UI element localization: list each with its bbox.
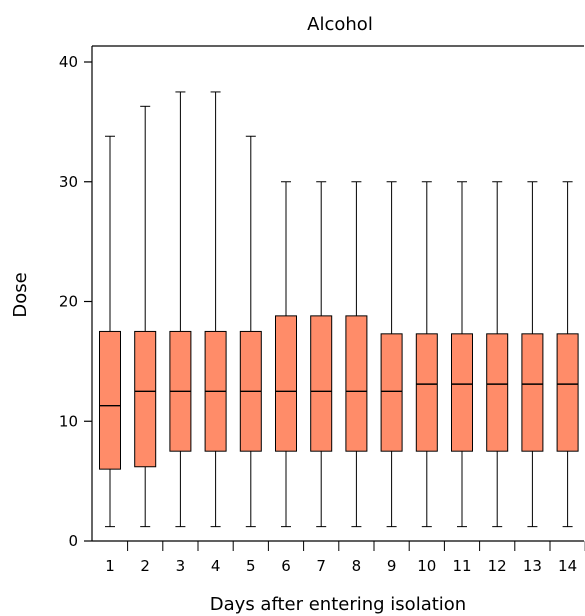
x-tick-label-2: 2 <box>140 557 150 575</box>
y-tick-label-20: 20 <box>59 293 78 311</box>
box-7 <box>310 315 333 452</box>
x-tick-label-8: 8 <box>352 557 362 575</box>
y-axis-label: Dose <box>10 272 31 317</box>
x-tick-label-5: 5 <box>246 557 256 575</box>
y-tick-label-0: 0 <box>68 532 78 550</box>
x-tick-label-9: 9 <box>387 557 397 575</box>
x-tick-label-7: 7 <box>316 557 326 575</box>
box-1 <box>99 330 121 470</box>
y-tick-label-10: 10 <box>59 412 78 430</box>
x-tick-label-4: 4 <box>211 557 221 575</box>
box-14 <box>556 333 579 452</box>
box-9 <box>380 333 403 452</box>
x-tick-label-13: 13 <box>523 557 542 575</box>
box-11 <box>451 333 473 452</box>
box-10 <box>415 333 438 452</box>
box-13 <box>521 333 544 452</box>
x-tick-label-10: 10 <box>417 557 436 575</box>
x-axis-label: Days after entering isolation <box>210 594 466 615</box>
x-tick-label-14: 14 <box>558 557 577 575</box>
x-tick-label-6: 6 <box>281 557 291 575</box>
x-tick-label-12: 12 <box>488 557 507 575</box>
x-tick-label-11: 11 <box>452 557 471 575</box>
x-tick-label-1: 1 <box>105 557 115 575</box>
y-tick-label-30: 30 <box>59 173 78 191</box>
chart-title: Alcohol <box>307 14 373 35</box>
y-tick-label-40: 40 <box>59 53 78 71</box>
box-2 <box>134 330 157 468</box>
x-tick-label-3: 3 <box>176 557 186 575</box>
box-8 <box>345 315 368 452</box>
box-6 <box>275 315 297 452</box>
box-12 <box>486 333 509 452</box>
